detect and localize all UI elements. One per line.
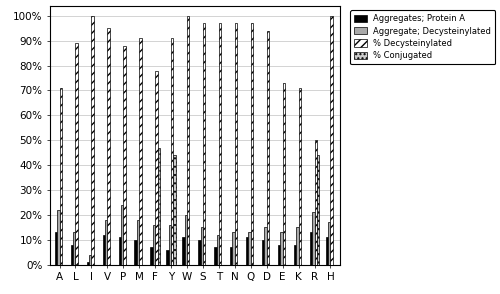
Bar (251, 23, 253, 265)
Bar (314, 140, 317, 265)
Bar (266, 31, 269, 265)
Bar (203, 23, 205, 265)
Bar (89, 255, 92, 265)
Bar (230, 247, 232, 265)
Bar (150, 247, 153, 265)
Bar (326, 237, 328, 265)
Bar (124, 46, 126, 265)
Bar (76, 43, 78, 265)
Bar (298, 88, 301, 265)
Bar (296, 227, 298, 265)
Bar (105, 220, 108, 265)
Bar (248, 232, 251, 265)
Bar (57, 210, 59, 265)
Bar (246, 237, 248, 265)
Bar (70, 245, 73, 265)
Bar (264, 227, 266, 265)
Bar (187, 16, 190, 265)
Bar (280, 232, 282, 265)
Bar (310, 232, 312, 265)
Bar (121, 205, 124, 265)
Bar (232, 232, 235, 265)
Bar (184, 215, 187, 265)
Bar (219, 23, 222, 265)
Bar (73, 232, 76, 265)
Bar (200, 227, 203, 265)
Legend: Aggregates; Protein A, Aggregate; Decysteinylated, % Decysteinylated, % Conjugat: Aggregates; Protein A, Aggregate; Decyst… (350, 10, 496, 64)
Bar (317, 155, 320, 265)
Bar (134, 240, 137, 265)
Bar (182, 237, 184, 265)
Bar (330, 16, 333, 265)
Bar (153, 225, 155, 265)
Bar (102, 235, 105, 265)
Bar (216, 235, 219, 265)
Bar (60, 88, 62, 265)
Bar (312, 212, 314, 265)
Bar (198, 240, 200, 265)
Bar (294, 245, 296, 265)
Bar (262, 240, 264, 265)
Bar (108, 28, 110, 265)
Bar (86, 262, 89, 265)
Bar (158, 148, 160, 265)
Bar (55, 232, 57, 265)
Bar (174, 155, 176, 265)
Bar (137, 220, 139, 265)
Bar (235, 23, 237, 265)
Bar (168, 225, 171, 265)
Bar (328, 222, 330, 265)
Bar (214, 247, 216, 265)
Bar (278, 245, 280, 265)
Bar (118, 237, 121, 265)
Bar (92, 16, 94, 265)
Bar (166, 250, 168, 265)
Bar (282, 83, 285, 265)
Bar (139, 38, 141, 265)
Bar (155, 71, 158, 265)
Bar (171, 38, 173, 265)
